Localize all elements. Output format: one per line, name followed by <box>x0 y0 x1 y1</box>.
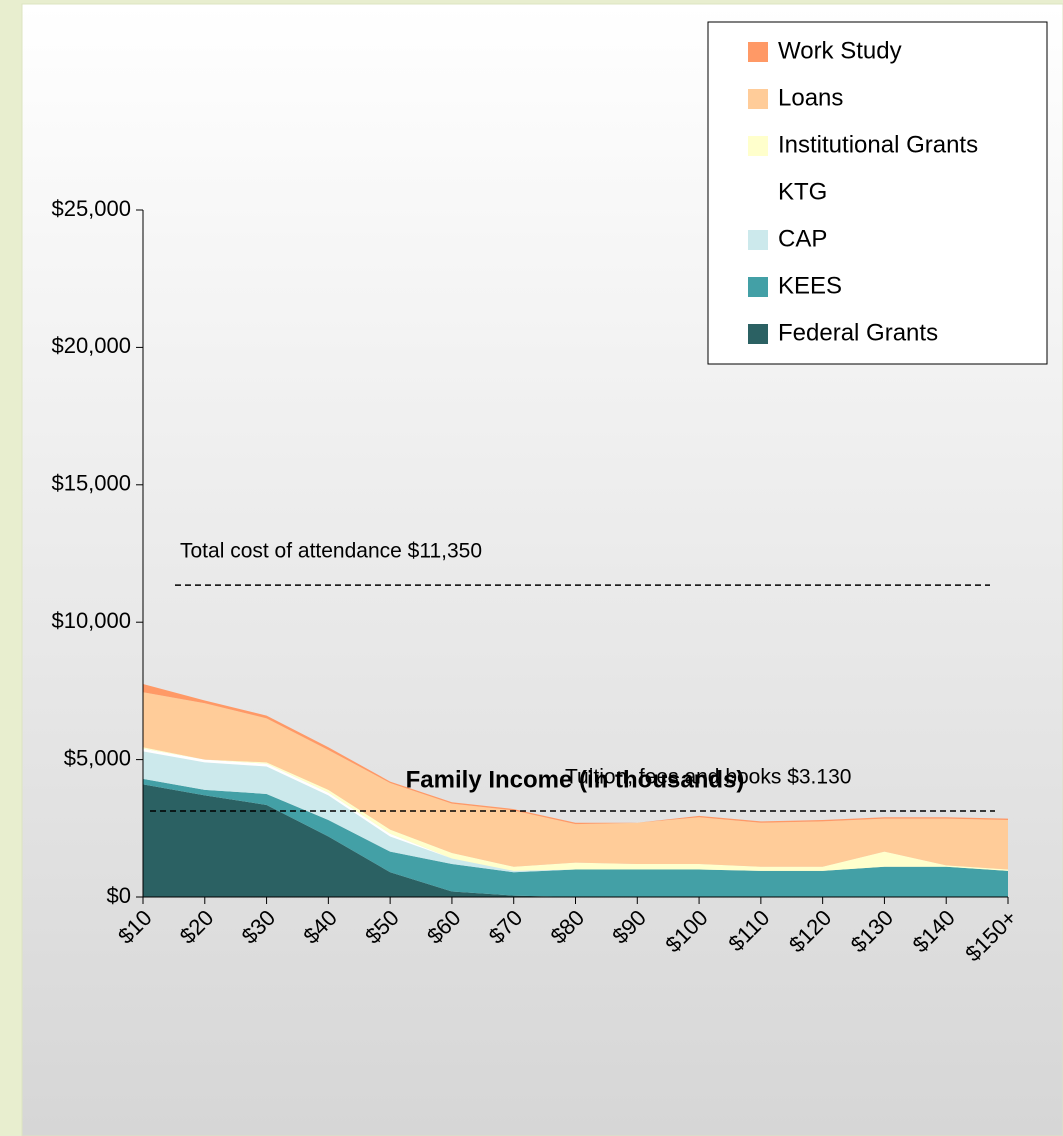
legend-swatch <box>748 89 768 109</box>
y-tick-label: $25,000 <box>51 196 131 221</box>
y-tick-label: $5,000 <box>64 745 131 770</box>
annotation: Total cost of attendance $11,350 <box>180 540 482 563</box>
y-tick-label: $10,000 <box>51 608 131 633</box>
legend-swatch <box>748 230 768 250</box>
legend-swatch <box>748 183 768 203</box>
x-axis-title: Family Income (in thousands) <box>406 766 745 793</box>
legend-label: KTG <box>778 178 827 205</box>
legend-swatch <box>748 324 768 344</box>
legend-label: Institutional Grants <box>778 131 978 158</box>
legend: Work Study Loans Institutional Grants KTG CA… <box>707 21 1048 365</box>
y-tick-label: $15,000 <box>51 471 131 496</box>
legend-label: KEES <box>778 272 842 299</box>
annotation: Tuition, fees and books $3.130 <box>565 766 851 789</box>
y-tick-label: $0 <box>107 883 131 908</box>
y-tick-label: $20,000 <box>51 333 131 358</box>
area <box>143 778 1008 897</box>
legend-label: Federal Grants <box>778 319 938 346</box>
legend-swatch <box>748 42 768 62</box>
legend-swatch <box>748 136 768 156</box>
area <box>143 692 1008 870</box>
area <box>143 751 1008 873</box>
legend-label: Work Study <box>778 37 902 64</box>
legend-label: Loans <box>778 84 843 111</box>
legend-label: CAP <box>778 225 827 252</box>
area <box>143 784 1008 897</box>
legend-swatch <box>748 277 768 297</box>
